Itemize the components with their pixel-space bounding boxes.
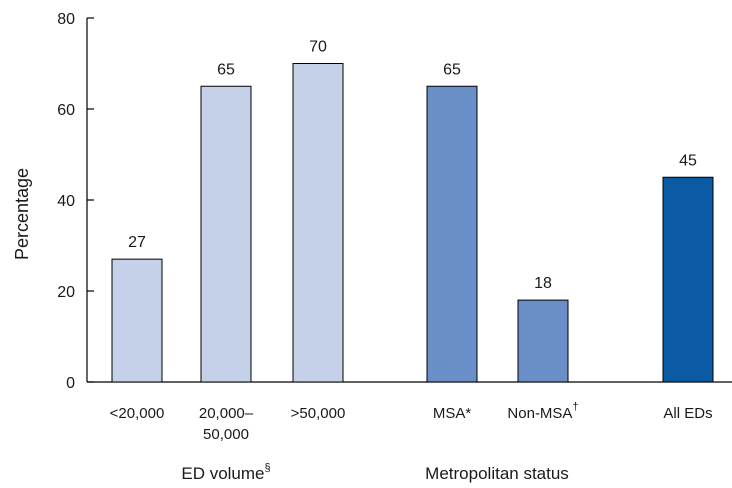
labels: 27 <20,000 65 20,000– 50,000 70 >50,000 65 MSA* 1… <box>110 39 713 484</box>
bar <box>517 299 569 383</box>
data-label: 65 <box>217 61 235 78</box>
axes: 0 20 40 60 80 <box>57 11 732 392</box>
y-tick-label: 60 <box>57 102 75 119</box>
bars <box>111 63 714 383</box>
y-tick-label: 20 <box>57 284 75 301</box>
data-label: 45 <box>679 152 697 169</box>
data-label: 65 <box>443 61 461 78</box>
group-label-text: ED volume <box>181 464 264 483</box>
x-tick-label-text: Non-MSA <box>507 405 572 422</box>
y-tick-label: 80 <box>57 11 75 28</box>
x-tick-label: Non-MSA† <box>507 401 578 422</box>
data-label: 27 <box>128 234 146 251</box>
x-tick-label: <20,000 <box>110 405 165 422</box>
y-tick-label: 0 <box>66 375 75 392</box>
x-tick-label: >50,000 <box>291 405 346 422</box>
x-tick-label: 20,000– <box>199 405 254 422</box>
y-axis-title: Percentage <box>12 168 32 260</box>
bar <box>662 176 714 383</box>
data-label: 18 <box>534 275 552 292</box>
bar <box>426 85 478 383</box>
y-tick-label: 40 <box>57 193 75 210</box>
group-label-sup: § <box>265 462 271 474</box>
bar <box>292 63 344 383</box>
group-label: Metropolitan status <box>425 464 569 483</box>
group-label-text: Metropolitan status <box>425 464 569 483</box>
x-tick-label: All EDs <box>663 405 712 422</box>
group-label: ED volume§ <box>181 462 270 483</box>
x-tick-label: 50,000 <box>203 426 249 443</box>
x-tick-label: MSA* <box>433 405 472 422</box>
bar <box>200 85 252 383</box>
data-label: 70 <box>309 39 327 56</box>
x-tick-label-sup: † <box>572 401 578 413</box>
bar <box>111 258 163 383</box>
